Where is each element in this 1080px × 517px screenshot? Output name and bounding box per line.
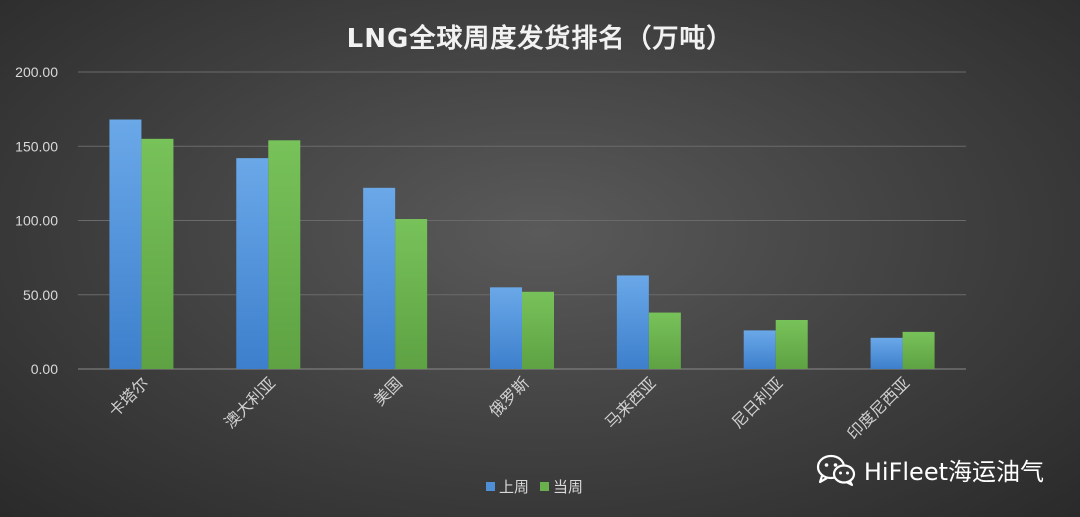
bar-last-week (490, 287, 522, 369)
bar-last-week (236, 158, 269, 369)
x-axis-categories: 卡塔尔 澳大利亚 美国 俄罗斯 马来西亚 尼日利亚 印度尼西亚 (105, 373, 914, 443)
y-tick-label: 150.00 (15, 138, 58, 154)
gridlines (78, 71, 966, 370)
x-category-label: 俄罗斯 (485, 373, 532, 420)
legend-label: 上周 (499, 478, 529, 496)
y-tick-label: 0.00 (31, 361, 58, 377)
bar-this-week (522, 291, 554, 369)
bar-this-week (648, 312, 681, 369)
x-category-label: 美国 (370, 373, 406, 409)
watermark: HiFleet海运油气 (816, 452, 1044, 487)
y-tick-label: 200.00 (15, 64, 58, 80)
bar-last-week (363, 187, 396, 369)
y-tick-label: 100.00 (15, 213, 58, 229)
bar-last-week (743, 330, 776, 369)
bar-last-week (870, 337, 903, 369)
bar-this-week (268, 140, 301, 369)
watermark-text: HiFleet海运油气 (863, 458, 1044, 486)
legend: 上周 当周 (486, 478, 583, 496)
bar-this-week (395, 219, 428, 369)
bar-this-week (775, 319, 808, 369)
x-category-label: 澳大利亚 (220, 373, 279, 432)
y-axis-ticks: 0.00 50.00 100.00 150.00 200.00 (15, 64, 58, 377)
x-category-label: 卡塔尔 (105, 373, 152, 420)
x-category-label: 马来西亚 (601, 373, 660, 432)
legend-swatch (540, 482, 549, 491)
x-category-label: 尼日利亚 (728, 373, 787, 432)
y-tick-label: 50.00 (23, 287, 58, 303)
bar-last-week (109, 119, 142, 370)
legend-label: 当周 (553, 478, 583, 496)
bar-this-week (141, 138, 174, 369)
bar-last-week (616, 275, 649, 369)
chart-title: LNG全球周度发货排名（万吨） (347, 23, 734, 54)
bars (109, 119, 935, 370)
bar-this-week (902, 331, 935, 369)
legend-swatch (486, 482, 495, 491)
wechat-icon (816, 454, 855, 486)
x-category-label: 印度尼西亚 (843, 373, 913, 443)
